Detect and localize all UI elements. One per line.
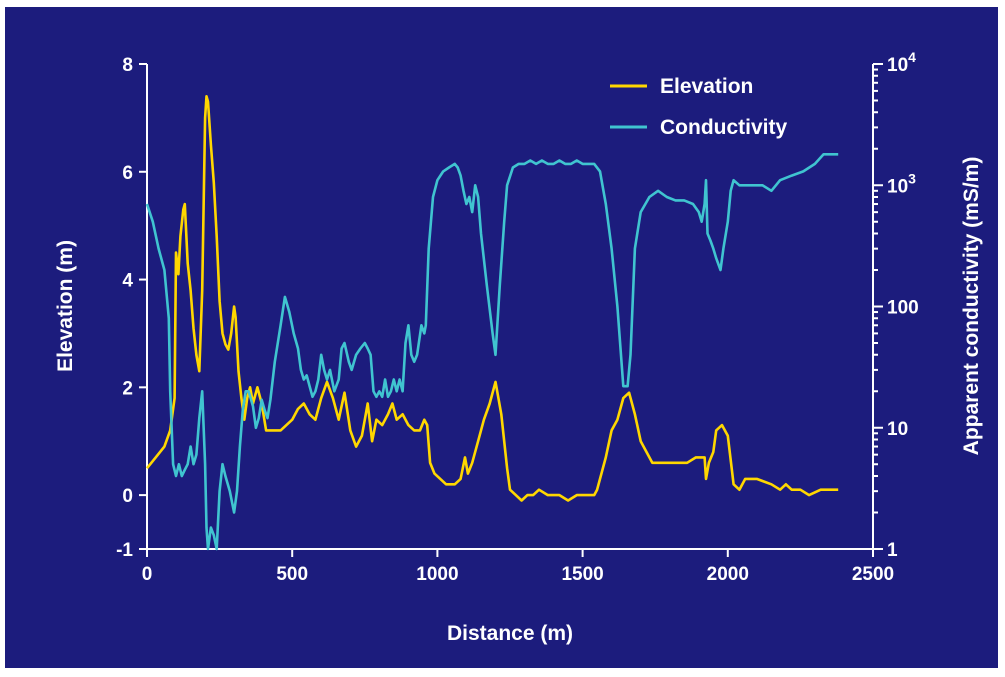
y-left-tick-label: 4 (122, 271, 133, 292)
legend-label-elevation: Elevation (660, 75, 753, 98)
y-left-tick-label: 8 (122, 55, 133, 76)
y-left-tick-label: -1 (116, 540, 133, 561)
legend-label-conductivity: Conductivity (660, 116, 787, 139)
y-right-tick-exponent: 3 (908, 170, 916, 186)
x-tick-label: 0 (142, 564, 153, 585)
y-axis-left-title: Elevation (m) (54, 240, 77, 372)
x-tick-label: 1000 (416, 564, 458, 585)
y-right-tick-label: 100 (887, 298, 919, 319)
axis-ticks (139, 63, 883, 557)
y-left-tick-label: 0 (122, 486, 133, 507)
series-line-conductivity (145, 153, 839, 551)
y-right-tick-label: 104 (887, 49, 916, 76)
x-tick-label: 500 (276, 564, 308, 585)
y-right-tick-label: 10 (887, 419, 908, 440)
y-right-tick-exponent: 4 (908, 49, 916, 65)
series-line-elevation (145, 95, 839, 502)
y-right-tick-label: 1 (887, 540, 898, 561)
chart-background (5, 7, 998, 668)
legend: Elevation Conductivity (610, 75, 787, 139)
x-tick-label: 2500 (852, 564, 894, 585)
y-right-tick-label: 103 (887, 170, 916, 197)
y-left-tick-label: 6 (122, 163, 133, 184)
x-tick-label: 2000 (707, 564, 749, 585)
x-tick-label: 1500 (561, 564, 603, 585)
y-left-tick-label: 2 (122, 378, 133, 399)
x-axis-title: Distance (m) (447, 622, 573, 645)
y-axis-right-title: Apparent conductivity (mS/m) (960, 157, 983, 456)
